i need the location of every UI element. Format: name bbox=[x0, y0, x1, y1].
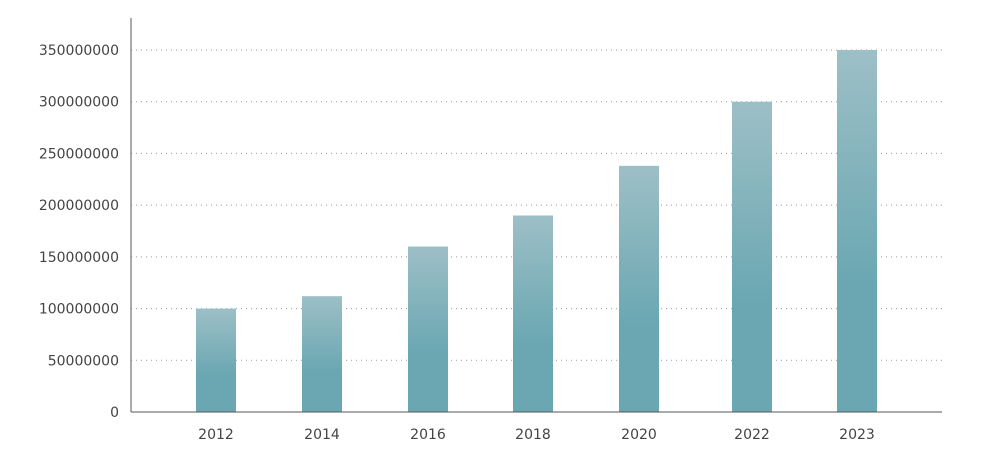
axes bbox=[130, 18, 942, 413]
y-tick-label: 100000000 bbox=[39, 302, 119, 318]
x-axis-ticks: 2012 2014 2016 2018 2020 2022 2023 bbox=[198, 427, 875, 443]
y-tick-label: 250000000 bbox=[39, 146, 119, 162]
x-tick-label: 2022 bbox=[734, 427, 770, 443]
bar-2012 bbox=[196, 308, 236, 412]
y-tick-label: 50000000 bbox=[48, 353, 119, 369]
bar-2016 bbox=[408, 246, 448, 412]
bar-2014 bbox=[302, 296, 342, 412]
bar-2023 bbox=[837, 50, 877, 412]
x-tick-label: 2012 bbox=[198, 427, 234, 443]
bar-2020 bbox=[619, 165, 659, 412]
x-tick-label: 2014 bbox=[304, 427, 340, 443]
y-tick-label: 0 bbox=[110, 405, 119, 421]
y-tick-label: 350000000 bbox=[39, 43, 119, 59]
y-axis-ticks: 0 50000000 100000000 150000000 200000000 2500… bbox=[39, 43, 119, 421]
x-tick-label: 2018 bbox=[515, 427, 551, 443]
bars bbox=[196, 50, 877, 412]
bar-2022 bbox=[732, 101, 772, 412]
y-tick-label: 300000000 bbox=[39, 95, 119, 111]
x-tick-label: 2020 bbox=[621, 427, 657, 443]
x-tick-label: 2023 bbox=[839, 427, 875, 443]
x-tick-label: 2016 bbox=[410, 427, 446, 443]
y-tick-label: 200000000 bbox=[39, 198, 119, 214]
bar-2018 bbox=[513, 215, 553, 412]
y-tick-label: 150000000 bbox=[39, 250, 119, 266]
